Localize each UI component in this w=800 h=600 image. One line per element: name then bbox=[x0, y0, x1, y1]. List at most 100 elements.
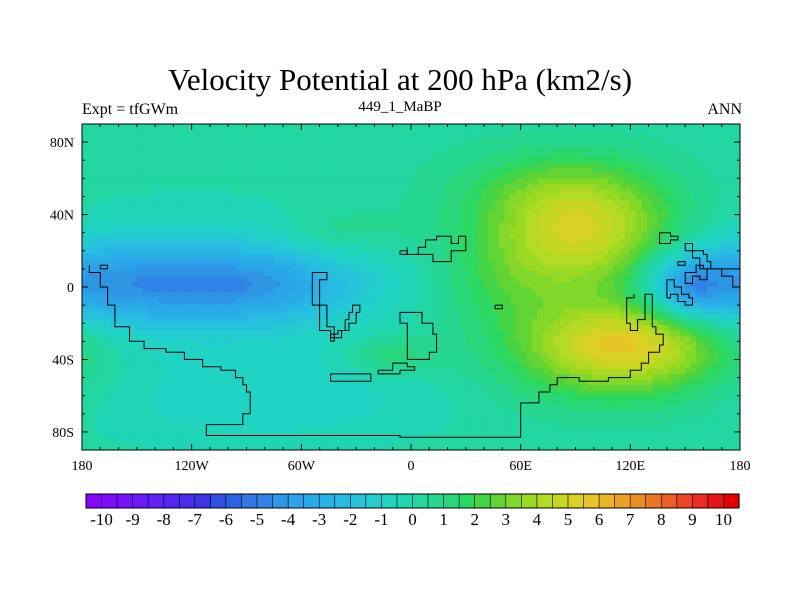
field-cell bbox=[520, 200, 527, 207]
field-cell bbox=[679, 270, 686, 277]
field-cell bbox=[734, 151, 740, 158]
field-cell bbox=[421, 303, 429, 310]
field-cell bbox=[142, 292, 149, 299]
field-cell bbox=[317, 134, 324, 141]
field-cell bbox=[718, 134, 725, 141]
field-cell bbox=[191, 330, 198, 337]
field-cell bbox=[339, 200, 346, 207]
field-cell bbox=[219, 194, 226, 201]
field-cell bbox=[208, 140, 215, 147]
field-cell bbox=[361, 259, 368, 266]
field-cell bbox=[526, 265, 533, 272]
field-cell bbox=[405, 346, 412, 353]
field-cell bbox=[372, 265, 379, 272]
field-cell bbox=[400, 335, 407, 342]
field-cell bbox=[685, 183, 692, 190]
field-cell bbox=[142, 243, 149, 250]
field-cell bbox=[186, 330, 193, 337]
field-cell bbox=[657, 232, 664, 239]
field-cell bbox=[520, 216, 527, 223]
field-cell bbox=[734, 297, 740, 304]
field-cell bbox=[109, 151, 116, 158]
field-cell bbox=[734, 243, 740, 250]
field-cell bbox=[164, 183, 171, 190]
field-cell bbox=[679, 216, 686, 223]
field-cell bbox=[158, 200, 165, 207]
field-cell bbox=[82, 281, 89, 288]
field-cell bbox=[301, 183, 308, 190]
field-cell bbox=[723, 254, 730, 261]
field-cell bbox=[476, 303, 483, 310]
field-cell bbox=[531, 287, 538, 294]
field-cell bbox=[449, 292, 456, 299]
field-cell bbox=[504, 292, 511, 299]
field-cell bbox=[454, 346, 461, 353]
field-cell bbox=[520, 210, 527, 217]
field-cell bbox=[241, 254, 248, 261]
field-cell bbox=[482, 194, 489, 201]
field-cell bbox=[339, 292, 346, 299]
field-cell bbox=[553, 292, 560, 299]
field-cell bbox=[438, 194, 445, 201]
field-cell bbox=[734, 287, 740, 294]
field-cell bbox=[416, 183, 423, 190]
field-cell bbox=[301, 178, 308, 185]
field-cell bbox=[542, 178, 549, 185]
field-cell bbox=[553, 314, 560, 321]
field-cell bbox=[504, 151, 511, 158]
field-cell bbox=[498, 129, 505, 136]
field-cell bbox=[246, 287, 253, 294]
field-cell bbox=[624, 325, 631, 332]
field-cell bbox=[103, 140, 111, 147]
field-cell bbox=[608, 243, 615, 250]
field-cell bbox=[526, 270, 533, 277]
field-cell bbox=[164, 189, 171, 196]
field-cell bbox=[646, 216, 653, 223]
field-cell bbox=[312, 227, 319, 234]
field-cell bbox=[389, 216, 396, 223]
field-cell bbox=[257, 287, 264, 294]
field-cell bbox=[356, 341, 363, 348]
field-cell bbox=[591, 167, 599, 174]
field-cell bbox=[82, 183, 89, 190]
field-cell bbox=[421, 248, 429, 255]
field-cell bbox=[718, 232, 725, 239]
field-cell bbox=[131, 227, 138, 234]
field-cell bbox=[674, 238, 681, 245]
field-cell bbox=[164, 194, 171, 201]
field-cell bbox=[635, 319, 642, 326]
field-cell bbox=[400, 129, 407, 136]
field-cell bbox=[186, 151, 193, 158]
field-cell bbox=[92, 308, 100, 315]
field-cell bbox=[202, 151, 209, 158]
field-cell bbox=[147, 145, 154, 152]
field-cell bbox=[208, 248, 215, 255]
field-cell bbox=[279, 248, 286, 255]
field-cell bbox=[186, 221, 193, 228]
field-cell bbox=[284, 140, 291, 147]
field-cell bbox=[82, 303, 89, 310]
field-cell bbox=[169, 341, 176, 348]
field-cell bbox=[460, 189, 467, 196]
field-cell bbox=[246, 319, 253, 326]
field-cell bbox=[306, 178, 313, 185]
field-cell bbox=[235, 319, 242, 326]
field-cell bbox=[476, 232, 483, 239]
field-cell bbox=[224, 287, 231, 294]
field-cell bbox=[663, 227, 670, 234]
field-cell bbox=[663, 259, 670, 266]
field-cell bbox=[515, 259, 522, 266]
field-cell bbox=[224, 151, 231, 158]
field-cell bbox=[175, 254, 182, 261]
field-cell bbox=[701, 140, 708, 147]
field-cell bbox=[268, 134, 275, 141]
field-cell bbox=[323, 243, 330, 250]
field-cell bbox=[383, 178, 390, 185]
field-cell bbox=[312, 221, 319, 228]
field-cell bbox=[345, 341, 352, 348]
field-cell bbox=[526, 319, 533, 326]
field-cell bbox=[729, 281, 736, 288]
field-cell bbox=[570, 270, 577, 277]
field-cell bbox=[613, 134, 620, 141]
field-cell bbox=[328, 200, 335, 207]
